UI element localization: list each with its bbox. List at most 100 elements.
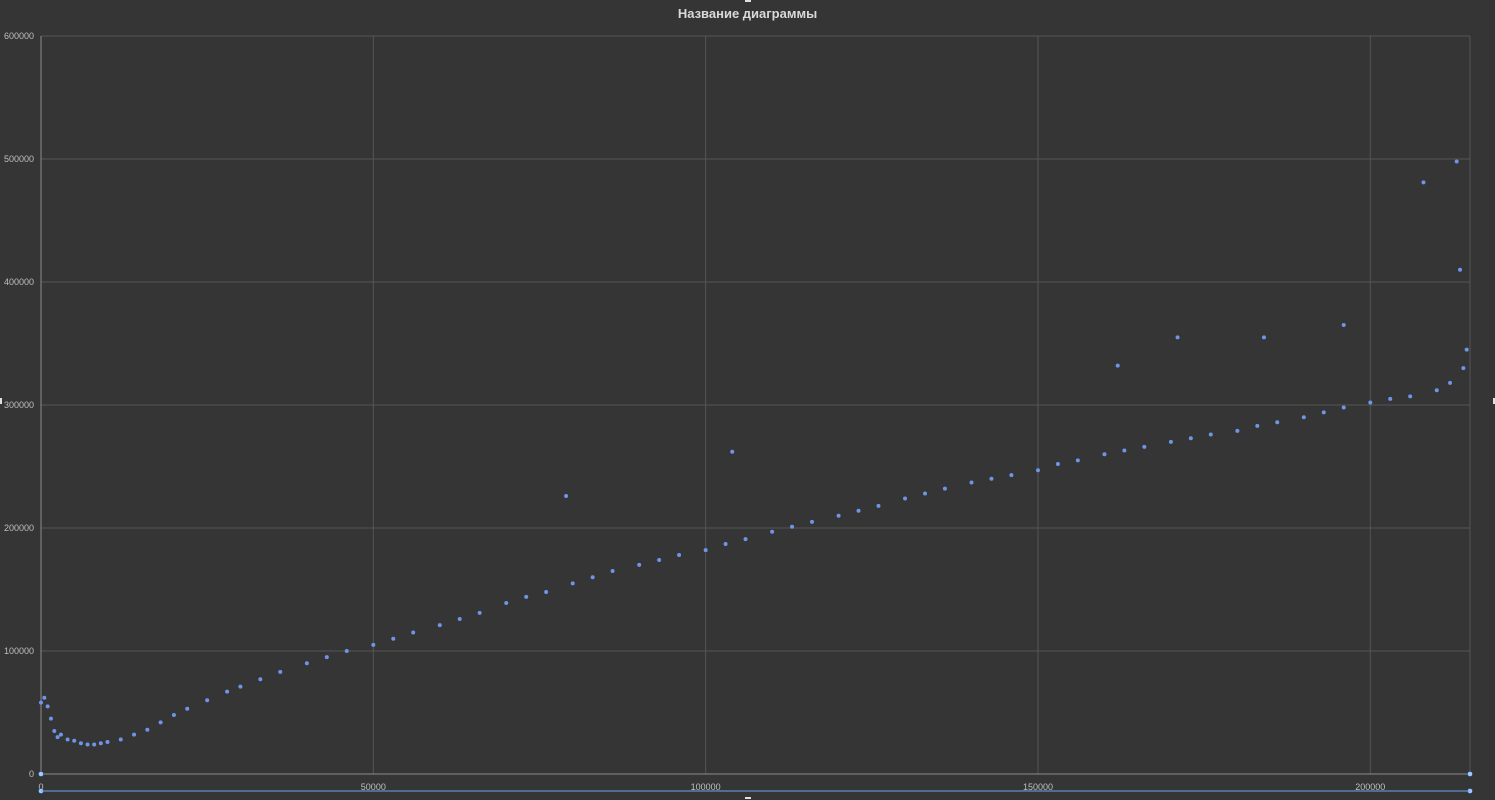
data-point <box>58 732 63 737</box>
data-point <box>72 738 77 743</box>
data-point <box>856 508 861 513</box>
data-point <box>258 677 263 682</box>
data-point <box>590 575 595 580</box>
data-point <box>39 700 43 705</box>
frame-handle-left[interactable] <box>0 398 2 404</box>
y-tick-label: 300000 <box>4 400 34 410</box>
data-point <box>1009 473 1014 478</box>
y-tick-label: 200000 <box>4 523 34 533</box>
data-point <box>457 617 462 622</box>
frame-handle-bottom[interactable] <box>745 797 751 799</box>
data-point <box>677 553 682 558</box>
data-point <box>1448 380 1453 385</box>
data-point <box>1055 462 1060 467</box>
x-tick-label: 0 <box>38 782 43 792</box>
data-point <box>205 698 210 703</box>
x-tick-label: 150000 <box>1023 782 1053 792</box>
data-point <box>158 720 163 725</box>
data-point <box>1188 436 1193 441</box>
y-tick-label: 400000 <box>4 277 34 287</box>
data-point <box>564 494 569 499</box>
frame-handle-top[interactable] <box>745 0 751 2</box>
data-point <box>610 569 615 574</box>
data-point <box>1115 363 1120 368</box>
data-point <box>570 581 575 586</box>
data-point <box>1102 452 1107 457</box>
data-point <box>1261 335 1266 340</box>
data-point <box>1235 428 1240 433</box>
data-point <box>1035 468 1040 473</box>
data-point <box>524 594 529 599</box>
y-tick-label: 600000 <box>4 31 34 41</box>
data-point <box>1075 458 1080 463</box>
data-point <box>743 537 748 542</box>
data-point <box>1461 366 1466 371</box>
data-point <box>344 649 349 653</box>
data-point <box>989 476 994 481</box>
data-point <box>770 529 775 534</box>
data-point <box>391 636 396 641</box>
data-point <box>171 712 176 717</box>
data-point <box>48 716 53 721</box>
data-point <box>1122 448 1127 453</box>
data-point <box>1421 180 1426 185</box>
data-point <box>45 704 50 709</box>
data-point <box>225 689 230 694</box>
data-point <box>544 589 549 594</box>
data-point <box>52 728 57 733</box>
data-point <box>657 557 662 562</box>
data-point <box>1458 267 1463 272</box>
data-point <box>65 737 70 742</box>
data-point <box>1208 432 1213 437</box>
chart-title: Название диаграммы <box>677 6 818 21</box>
data-point <box>118 737 123 742</box>
data-point <box>371 642 376 647</box>
data-point <box>1341 323 1346 328</box>
data-point <box>836 513 841 518</box>
data-point <box>304 661 309 666</box>
data-point <box>1388 396 1393 401</box>
data-point <box>185 706 190 711</box>
data-point <box>942 486 947 491</box>
data-point <box>278 669 283 674</box>
resize-handle-bottom-left[interactable] <box>38 771 44 777</box>
data-point <box>1175 335 1180 340</box>
data-point <box>145 727 150 732</box>
resize-handle-bottom-right[interactable] <box>1467 771 1473 777</box>
data-point <box>1168 439 1173 444</box>
data-point <box>1434 388 1439 393</box>
data-point <box>132 732 137 737</box>
data-point <box>730 449 735 454</box>
data-point <box>1275 420 1280 425</box>
x-tick-label: 100000 <box>691 782 721 792</box>
data-point <box>42 695 47 700</box>
data-point <box>1408 394 1413 399</box>
data-point <box>1368 400 1373 405</box>
frame-handle-right[interactable] <box>1493 398 1495 404</box>
data-point <box>637 562 642 567</box>
data-point <box>922 491 927 496</box>
data-point <box>92 742 97 747</box>
data-point <box>85 742 90 747</box>
data-point <box>969 480 974 485</box>
x-tick-label: 200000 <box>1355 782 1385 792</box>
data-point <box>411 630 416 635</box>
data-point <box>1454 159 1459 164</box>
data-point <box>504 601 509 606</box>
y-tick-label: 0 <box>29 769 34 779</box>
y-tick-label: 100000 <box>4 646 34 656</box>
x-tick-label: 50000 <box>361 782 386 792</box>
data-point <box>78 741 83 746</box>
data-point <box>723 541 728 546</box>
data-point <box>1341 405 1346 410</box>
data-point <box>703 548 708 553</box>
data-point <box>790 524 795 529</box>
y-tick-label: 500000 <box>4 154 34 164</box>
data-point <box>1142 444 1147 449</box>
data-point <box>1301 415 1306 420</box>
data-point <box>809 519 814 524</box>
data-point <box>437 623 442 628</box>
data-point <box>876 503 881 508</box>
